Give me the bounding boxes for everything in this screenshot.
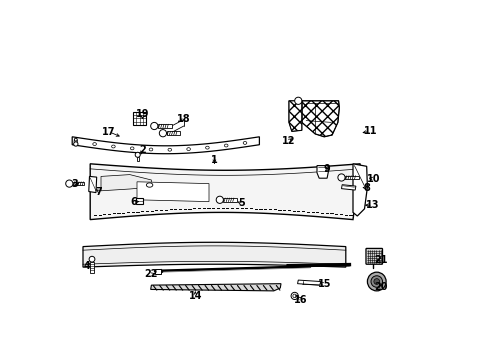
Polygon shape [297, 280, 320, 285]
Circle shape [89, 256, 95, 262]
Ellipse shape [130, 147, 134, 150]
Text: 18: 18 [177, 114, 191, 124]
Circle shape [74, 142, 78, 146]
Polygon shape [317, 166, 328, 178]
Text: 1: 1 [211, 155, 218, 165]
FancyBboxPatch shape [136, 198, 144, 204]
Ellipse shape [224, 144, 228, 147]
Polygon shape [302, 101, 339, 137]
Text: 20: 20 [374, 282, 388, 292]
Circle shape [291, 292, 298, 300]
Polygon shape [223, 198, 237, 202]
Ellipse shape [74, 140, 77, 143]
Polygon shape [345, 176, 360, 179]
Polygon shape [353, 164, 368, 216]
Polygon shape [101, 175, 151, 191]
Text: 6: 6 [131, 197, 138, 207]
Text: 19: 19 [136, 109, 149, 120]
Text: 4: 4 [84, 261, 91, 271]
FancyBboxPatch shape [133, 112, 147, 125]
Text: 11: 11 [364, 126, 377, 136]
Text: 21: 21 [374, 255, 388, 265]
Ellipse shape [168, 148, 172, 151]
Polygon shape [73, 182, 84, 185]
Text: 16: 16 [294, 294, 308, 305]
Polygon shape [342, 185, 356, 190]
Text: 2: 2 [139, 145, 146, 156]
Text: 15: 15 [318, 279, 331, 289]
Circle shape [135, 152, 140, 157]
Polygon shape [137, 157, 139, 161]
Polygon shape [167, 131, 180, 135]
Text: 10: 10 [367, 174, 381, 184]
Circle shape [374, 279, 380, 284]
Text: 9: 9 [324, 164, 330, 174]
Polygon shape [289, 101, 302, 131]
FancyBboxPatch shape [366, 248, 383, 264]
Polygon shape [90, 164, 360, 220]
Circle shape [66, 180, 73, 187]
Circle shape [216, 196, 223, 203]
Circle shape [74, 138, 77, 141]
Circle shape [159, 130, 167, 137]
Ellipse shape [243, 141, 247, 144]
Text: 12: 12 [281, 136, 295, 146]
Ellipse shape [206, 146, 209, 149]
Text: 22: 22 [145, 269, 158, 279]
Text: 8: 8 [363, 183, 370, 193]
Circle shape [368, 272, 386, 291]
Text: 5: 5 [238, 198, 245, 208]
Circle shape [371, 276, 383, 287]
Polygon shape [137, 182, 209, 202]
Polygon shape [90, 262, 94, 273]
Text: 14: 14 [189, 291, 202, 301]
Ellipse shape [112, 145, 115, 148]
Ellipse shape [149, 148, 153, 151]
Polygon shape [83, 242, 346, 267]
Circle shape [151, 122, 158, 130]
Text: 3: 3 [72, 179, 78, 189]
Ellipse shape [147, 183, 153, 187]
Circle shape [338, 174, 345, 181]
FancyBboxPatch shape [155, 269, 162, 274]
Text: 13: 13 [366, 200, 380, 210]
Ellipse shape [187, 148, 191, 150]
Polygon shape [89, 176, 97, 193]
Polygon shape [158, 124, 172, 128]
Text: 17: 17 [102, 127, 116, 137]
Circle shape [294, 97, 302, 104]
Polygon shape [151, 284, 281, 291]
Text: 7: 7 [96, 186, 102, 197]
Polygon shape [154, 269, 163, 274]
Ellipse shape [93, 143, 97, 145]
Circle shape [293, 294, 296, 298]
Polygon shape [72, 137, 259, 154]
